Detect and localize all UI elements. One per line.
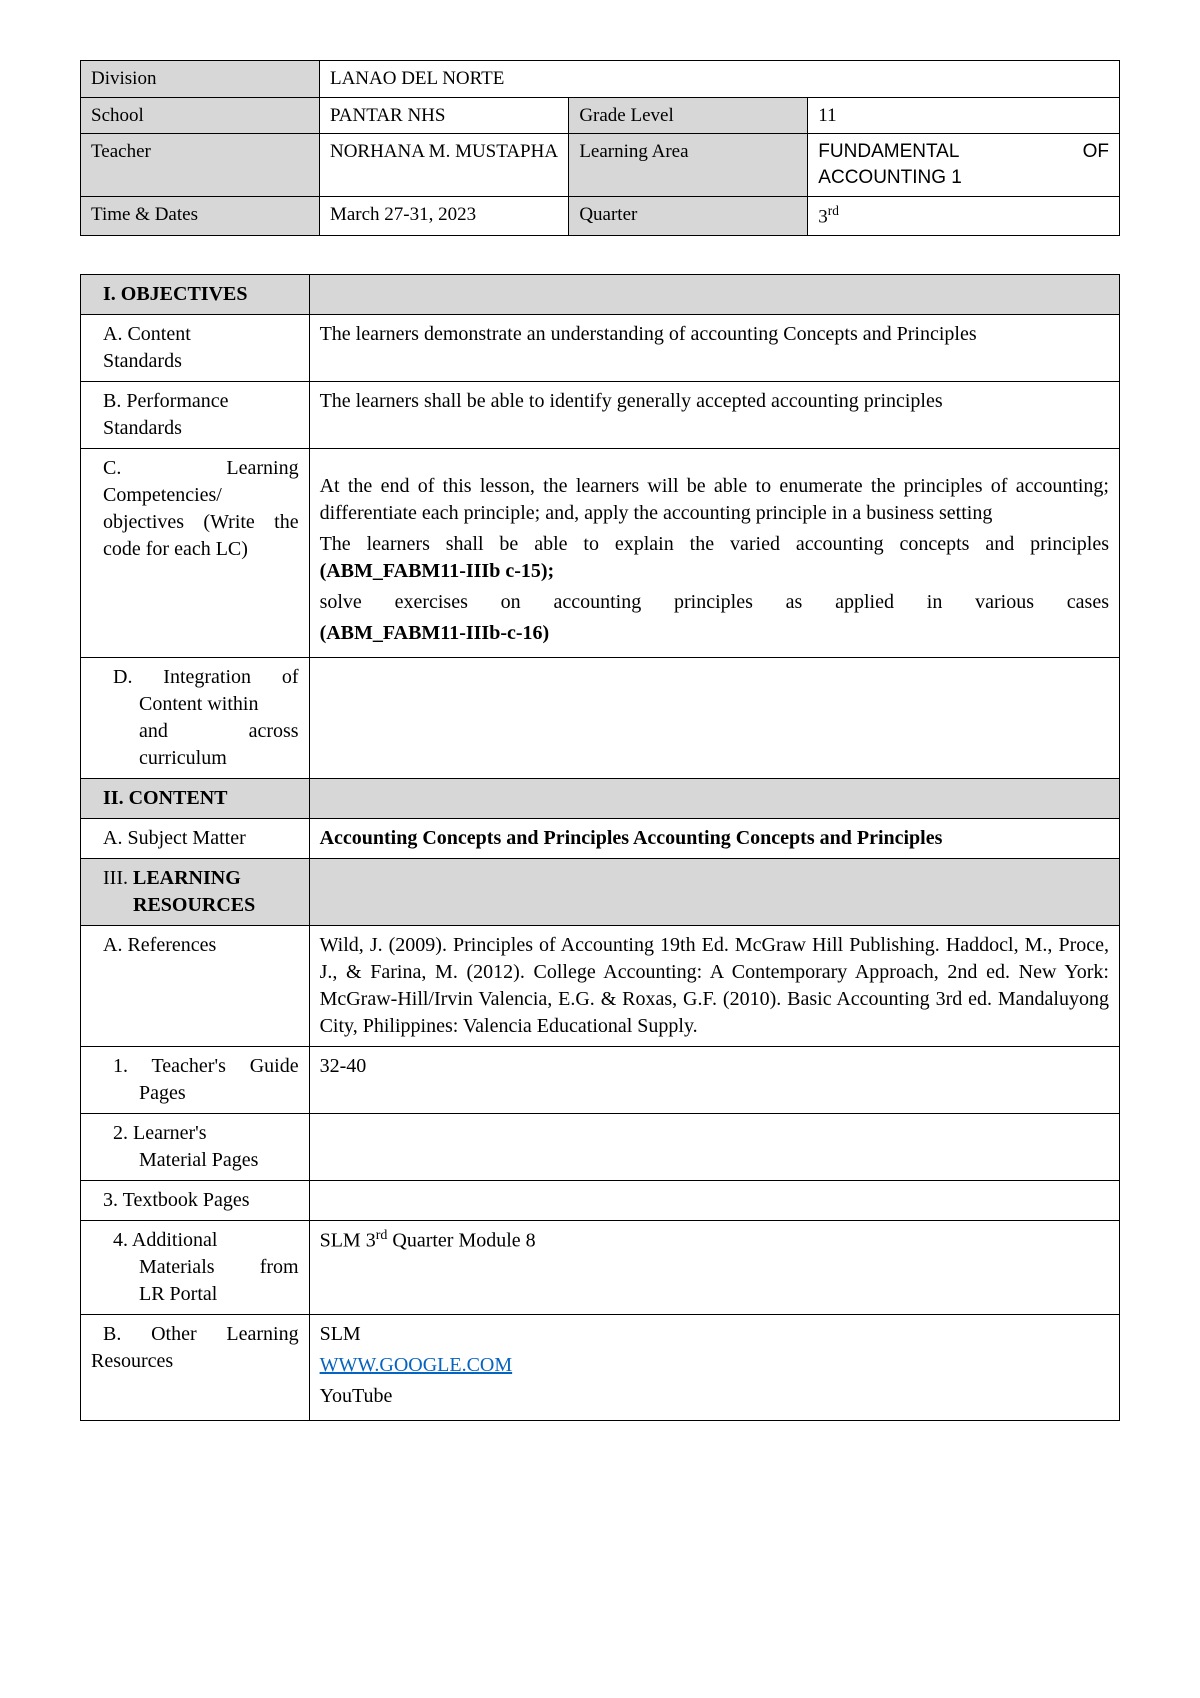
- section-resources: III. LEARNING RESOURCES: [81, 858, 1120, 925]
- value-subject-matter: Accounting Concepts and Principles Accou…: [309, 818, 1119, 858]
- row-other-resources: B. Other Learning Resources SLM WWW.GOOG…: [81, 1314, 1120, 1420]
- value-references: Wild, J. (2009). Principles of Accountin…: [309, 925, 1119, 1046]
- competencies-p3a: solve exercises on accounting principles…: [320, 589, 1109, 616]
- label-lm-pages: 2. Learner's Material Pages: [81, 1113, 310, 1180]
- label-quarter: Quarter: [569, 196, 808, 235]
- value-other-resources: SLM WWW.GOOGLE.COM YouTube: [309, 1314, 1119, 1420]
- value-tg-pages: 32-40: [309, 1046, 1119, 1113]
- label-time-dates: Time & Dates: [81, 196, 320, 235]
- section-resources-label: III. LEARNING RESOURCES: [81, 858, 310, 925]
- row-content-standards: A. ContentStandards The learners demonst…: [81, 314, 1120, 381]
- value-lm-pages: [309, 1113, 1119, 1180]
- value-learning-area: FUNDAMENTAL OF ACCOUNTING 1: [808, 134, 1120, 196]
- competencies-p2: The learners shall be able to explain th…: [320, 531, 1109, 585]
- lesson-plan-table: I. OBJECTIVES A. ContentStandards The le…: [80, 274, 1120, 1421]
- other-slm: SLM: [320, 1321, 1109, 1348]
- row-lm-pages: 2. Learner's Material Pages: [81, 1113, 1120, 1180]
- label-performance-standards: B. PerformanceStandards: [81, 381, 310, 448]
- value-competencies: At the end of this lesson, the learners …: [309, 448, 1119, 657]
- value-division: LANAO DEL NORTE: [319, 61, 1119, 98]
- competencies-p1: At the end of this lesson, the learners …: [320, 473, 1109, 527]
- row-references: A. References Wild, J. (2009). Principle…: [81, 925, 1120, 1046]
- learning-area-3: ACCOUNTING 1: [818, 167, 962, 188]
- section-objectives-label: I. OBJECTIVES: [81, 274, 310, 314]
- row-division: Division LANAO DEL NORTE: [81, 61, 1120, 98]
- value-tb-pages: [309, 1180, 1119, 1220]
- label-grade-level: Grade Level: [569, 97, 808, 134]
- row-time-dates: Time & Dates March 27-31, 2023 Quarter 3…: [81, 196, 1120, 235]
- header-info-table: Division LANAO DEL NORTE School PANTAR N…: [80, 60, 1120, 236]
- section-objectives: I. OBJECTIVES: [81, 274, 1120, 314]
- label-division: Division: [81, 61, 320, 98]
- quarter-sup: rd: [828, 203, 839, 218]
- section-content: II. CONTENT: [81, 778, 1120, 818]
- value-school: PANTAR NHS: [319, 97, 568, 134]
- label-other-resources: B. Other Learning Resources: [81, 1314, 310, 1420]
- label-learning-area: Learning Area: [569, 134, 808, 196]
- row-tb-pages: 3. Textbook Pages: [81, 1180, 1120, 1220]
- learning-area-2: OF: [1083, 139, 1109, 165]
- value-lr-portal: SLM 3rd Quarter Module 8: [309, 1220, 1119, 1314]
- label-school: School: [81, 97, 320, 134]
- label-content-standards: A. ContentStandards: [81, 314, 310, 381]
- value-teacher: NORHANA M. MUSTAPHA: [319, 134, 568, 196]
- section-content-label: II. CONTENT: [81, 778, 310, 818]
- label-teacher: Teacher: [81, 134, 320, 196]
- row-competencies: C. Learning Competencies/ objectives (Wr…: [81, 448, 1120, 657]
- row-subject-matter: A. Subject Matter Accounting Concepts an…: [81, 818, 1120, 858]
- label-subject-matter: A. Subject Matter: [81, 818, 310, 858]
- label-tb-pages: 3. Textbook Pages: [81, 1180, 310, 1220]
- competencies-p3b: (ABM_FABM11-IIIb-c-16): [320, 620, 1109, 647]
- value-quarter: 3rd: [808, 196, 1120, 235]
- label-integration: D. Integration of Content within and acr…: [81, 657, 310, 778]
- value-time-dates: March 27-31, 2023: [319, 196, 568, 235]
- label-tg-pages: 1. Teacher's Guide Pages: [81, 1046, 310, 1113]
- row-lr-portal: 4. Additional Materials from LR Portal S…: [81, 1220, 1120, 1314]
- google-link[interactable]: WWW.GOOGLE.COM: [320, 1354, 513, 1376]
- value-content-standards: The learners demonstrate an understandin…: [309, 314, 1119, 381]
- row-school: School PANTAR NHS Grade Level 11: [81, 97, 1120, 134]
- quarter-number: 3: [818, 206, 828, 227]
- value-performance-standards: The learners shall be able to identify g…: [309, 381, 1119, 448]
- label-competencies: C. Learning Competencies/ objectives (Wr…: [81, 448, 310, 657]
- row-teacher: Teacher NORHANA M. MUSTAPHA Learning Are…: [81, 134, 1120, 196]
- row-tg-pages: 1. Teacher's Guide Pages 32-40: [81, 1046, 1120, 1113]
- label-lr-portal: 4. Additional Materials from LR Portal: [81, 1220, 310, 1314]
- value-grade-level: 11: [808, 97, 1120, 134]
- row-performance-standards: B. PerformanceStandards The learners sha…: [81, 381, 1120, 448]
- label-references: A. References: [81, 925, 310, 1046]
- learning-area-1: FUNDAMENTAL: [818, 139, 959, 165]
- other-youtube: YouTube: [320, 1383, 1109, 1410]
- row-integration: D. Integration of Content within and acr…: [81, 657, 1120, 778]
